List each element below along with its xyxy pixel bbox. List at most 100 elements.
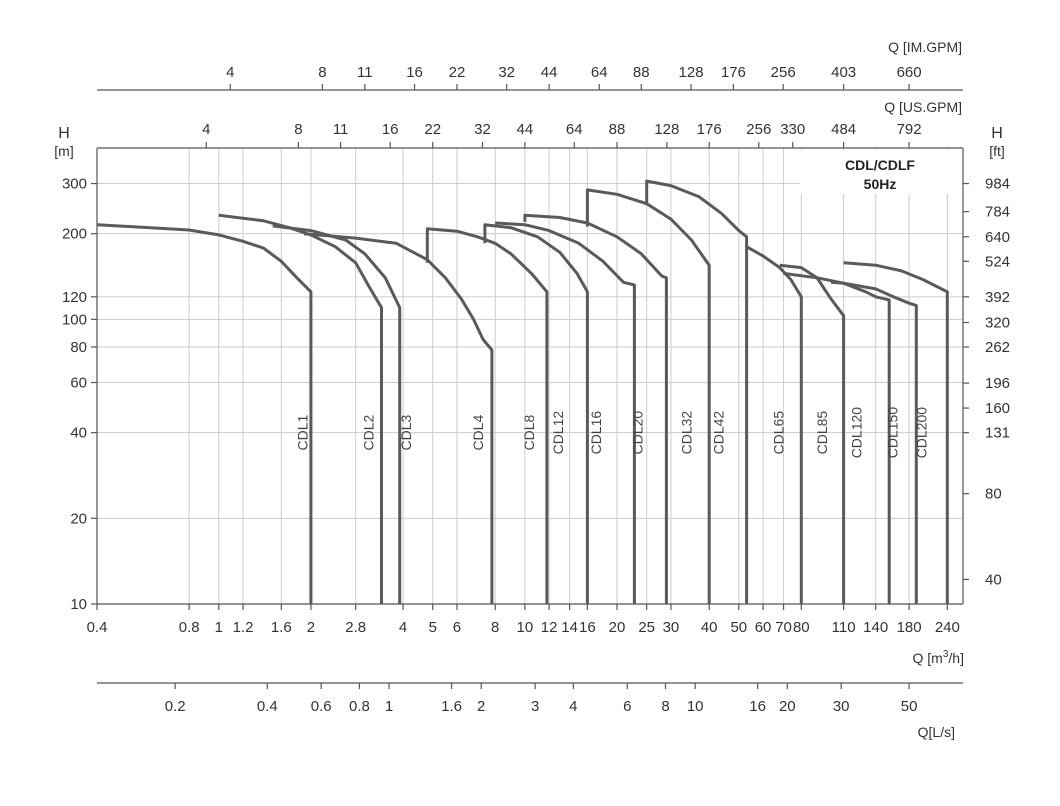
imgpm-tick-label: 176 — [721, 64, 746, 81]
usgpm-tick-label: 484 — [831, 121, 856, 138]
left-tick-label: 20 — [70, 510, 87, 527]
imgpm-tick-label: 11 — [357, 64, 373, 81]
right-tick-label: 640 — [985, 229, 1010, 246]
curve-label-cdl32: CDL32 — [678, 411, 694, 455]
ls-tick-label: 6 — [623, 698, 631, 715]
usgpm-tick-label: 88 — [609, 121, 626, 138]
usgpm-tick-label: 64 — [566, 121, 583, 138]
bottom-tick-label: 240 — [935, 619, 960, 636]
ls-tick-label: 0.4 — [257, 698, 278, 715]
bottom-tick-label: 8 — [491, 619, 499, 636]
right-tick-label: 784 — [985, 204, 1010, 221]
curve-cdl120 — [783, 271, 891, 604]
ls-tick-label: 3 — [531, 698, 539, 715]
ls-tick-label: 2 — [477, 698, 485, 715]
usgpm-tick-label: 44 — [517, 121, 534, 138]
usgpm-tick-label: 128 — [654, 121, 679, 138]
axis-layer: 0.4 0.8 1 1.2 1.6 2 2.8 4 5 6 8 10 12 14 16 20 25 30 40 50 6… — [62, 64, 1010, 715]
ls-tick-label: 0.2 — [165, 698, 186, 715]
right-tick-label: 320 — [985, 314, 1010, 331]
curve-cdl4 — [303, 232, 494, 604]
imgpm-tick-label: 44 — [541, 64, 558, 81]
imgpm-tick-label: 4 — [226, 64, 234, 81]
usgpm-tick-label: 330 — [780, 121, 805, 138]
bottom-tick-label: 1.6 — [271, 619, 292, 636]
left-axis-label: H — [58, 125, 70, 142]
curve-cdl32 — [585, 188, 711, 604]
chart-title-box: CDL/CDLF 50Hz — [845, 157, 915, 192]
bottom-tick-label: 2 — [307, 619, 315, 636]
right-tick-label: 40 — [985, 571, 1002, 588]
bottom-tick-label: 30 — [663, 619, 680, 636]
curve-cdl8 — [425, 227, 549, 604]
curve-label-cdl150: CDL150 — [885, 407, 901, 459]
usgpm-tick-label: 792 — [897, 121, 922, 138]
usgpm-tick-label: 11 — [333, 121, 349, 138]
usgpm-tick-label: 22 — [424, 121, 441, 138]
curve-layer — [96, 179, 949, 604]
imgpm-tick-label: 32 — [498, 64, 515, 81]
curve-cdl85 — [779, 263, 846, 604]
chart-title: CDL/CDLF — [845, 157, 915, 173]
left-tick-label: 60 — [70, 375, 87, 392]
curve-label-cdl20: CDL20 — [629, 411, 645, 455]
right-tick-label: 196 — [985, 375, 1010, 392]
curve-label-cdl3: CDL3 — [398, 414, 414, 450]
right-tick-label: 984 — [985, 176, 1010, 193]
label-layer: CDL/CDLF 50Hz CDL1 CDL2 CDL3 CDL4 CDL8 CDL12 C… — [295, 150, 962, 458]
bottom-axis-label: Q [m3/h] — [913, 649, 964, 666]
curve-cdl200 — [843, 261, 949, 604]
imgpm-axis-label: Q [IM.GPM] — [888, 39, 962, 55]
curve-label-cdl120: CDL120 — [849, 407, 865, 459]
right-tick-label: 160 — [985, 400, 1010, 417]
curve-cdl20 — [523, 213, 668, 604]
imgpm-tick-label: 16 — [406, 64, 423, 81]
left-tick-label: 10 — [70, 596, 87, 613]
imgpm-tick-label: 660 — [897, 64, 922, 81]
bottom-tick-label: 25 — [638, 619, 655, 636]
curve-label-cdl65: CDL65 — [771, 411, 787, 455]
curve-label-cdl12: CDL12 — [550, 411, 566, 455]
usgpm-axis-label: Q [US.GPM] — [884, 99, 962, 115]
curve-label-cdl200: CDL200 — [913, 407, 929, 459]
bottom-tick-label: 50 — [730, 619, 747, 636]
bottom-tick-label: 70 — [775, 619, 792, 636]
bottom-tick-label: 0.8 — [179, 619, 200, 636]
bottom-tick-label: 80 — [793, 619, 810, 636]
ls-tick-label: 0.6 — [311, 698, 332, 715]
curve-cdl1 — [96, 223, 313, 604]
bottom-tick-label: 10 — [517, 619, 534, 636]
ls-tick-label: 50 — [901, 698, 918, 715]
right-tick-label: 131 — [985, 425, 1010, 442]
left-tick-label: 80 — [70, 339, 87, 356]
curve-cdl3 — [272, 224, 402, 604]
bottom-tick-label: 140 — [863, 619, 888, 636]
ls-tick-label: 1.6 — [441, 698, 462, 715]
bottom-tick-label: 60 — [755, 619, 772, 636]
left-axis-unit: [m] — [54, 143, 73, 159]
bottom-tick-label: 5 — [429, 619, 437, 636]
curve-label-cdl2: CDL2 — [360, 414, 376, 450]
right-axis-label: H — [991, 125, 1003, 142]
curve-label-cdl8: CDL8 — [521, 415, 537, 451]
curve-label-cdl16: CDL16 — [588, 411, 604, 455]
ls-tick-label: 8 — [661, 698, 669, 715]
right-axis-unit: [ft] — [989, 143, 1005, 159]
ls-tick-label: 10 — [687, 698, 704, 715]
bottom-tick-label: 2.8 — [345, 619, 366, 636]
ls-tick-label: 16 — [749, 698, 766, 715]
ls-tick-label: 30 — [833, 698, 850, 715]
bottom-axis-unit-sup: 3 — [943, 649, 949, 660]
bottom-tick-label: 0.4 — [87, 619, 108, 636]
ls-tick-label: 0.8 — [349, 698, 370, 715]
right-tick-label: 524 — [985, 253, 1010, 270]
bottom-tick-label: 4 — [399, 619, 407, 636]
curve-cdl16 — [495, 221, 636, 604]
bottom-tick-label: 110 — [832, 619, 856, 636]
curve-label-cdl1: CDL1 — [295, 415, 311, 451]
ls-axis-label: Q[L/s] — [918, 724, 955, 740]
bottom-axis-unit-tail: /h] — [948, 650, 964, 666]
ls-tick-label: 1 — [385, 698, 393, 715]
curve-cdl2 — [218, 213, 383, 604]
usgpm-tick-label: 8 — [294, 121, 302, 138]
